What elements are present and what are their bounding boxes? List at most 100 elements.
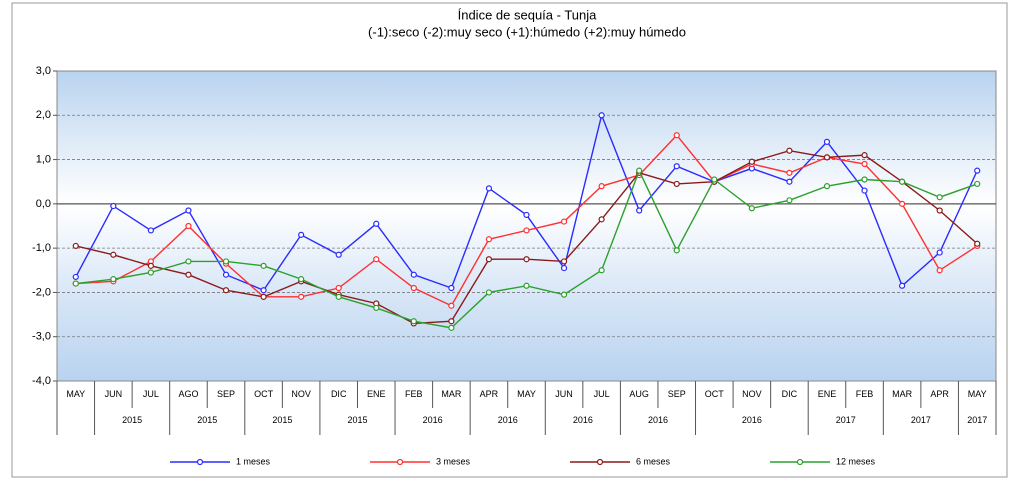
point — [448, 324, 455, 331]
point — [560, 291, 568, 298]
x-tick-label: ENE — [367, 389, 386, 399]
year-label: 2015 — [347, 415, 367, 425]
point — [410, 318, 417, 325]
point — [861, 152, 868, 159]
x-tick-label: SEP — [217, 389, 235, 399]
point — [974, 240, 981, 247]
point — [974, 167, 981, 174]
point — [598, 267, 605, 274]
plot-area — [56, 70, 997, 382]
x-tick-label: MAR — [441, 389, 462, 399]
point — [185, 271, 192, 278]
legend-marker — [796, 458, 804, 466]
point — [936, 249, 943, 256]
point — [673, 132, 680, 139]
point — [298, 276, 305, 283]
x-tick-label: APR — [930, 389, 949, 399]
point — [823, 154, 831, 161]
point — [298, 231, 305, 238]
x-tick-label: JUN — [105, 389, 123, 399]
x-tick-label: FEB — [405, 389, 423, 399]
point — [598, 216, 605, 223]
x-tick-label: AGO — [178, 389, 198, 399]
point — [861, 187, 868, 194]
x-tick-label: JUN — [555, 389, 573, 399]
year-label: 2015 — [197, 415, 217, 425]
point — [748, 205, 755, 212]
point — [222, 271, 230, 278]
point — [72, 273, 79, 281]
x-tick-label: OCT — [705, 389, 725, 399]
x-tick-label: JUL — [143, 389, 159, 399]
x-tick-label: SEP — [668, 389, 686, 399]
x-tick-label: APR — [480, 389, 499, 399]
point — [448, 302, 455, 309]
point — [110, 202, 117, 210]
point — [936, 207, 943, 214]
point — [448, 284, 455, 292]
point — [898, 282, 906, 289]
point — [485, 236, 493, 243]
legend-label: 1 meses — [236, 456, 271, 466]
x-tick-label: MAR — [892, 389, 913, 399]
point — [823, 138, 831, 145]
point — [147, 269, 154, 276]
frame — [11, 2, 1008, 478]
point — [786, 197, 793, 204]
point — [72, 280, 79, 287]
point — [335, 251, 342, 258]
point — [260, 293, 267, 300]
point — [373, 256, 380, 263]
point — [523, 227, 530, 234]
point — [711, 176, 718, 183]
point — [560, 218, 568, 225]
legend-marker — [596, 458, 604, 466]
point — [598, 112, 605, 119]
point — [898, 178, 906, 185]
year-label: 2016 — [498, 415, 518, 425]
y-tick-label: 2,0 — [36, 109, 51, 121]
point — [335, 293, 342, 300]
point — [861, 160, 868, 168]
point — [410, 271, 417, 278]
point — [147, 262, 154, 269]
point — [260, 287, 267, 294]
legend-label: 6 meses — [636, 456, 671, 466]
point — [373, 220, 380, 227]
x-tick-label: FEB — [856, 389, 874, 399]
legend-marker — [396, 458, 404, 466]
legend-label: 12 meses — [836, 456, 876, 466]
year-label: 2016 — [648, 415, 668, 425]
x-tick-label: OCT — [254, 389, 274, 399]
x-tick-label: JUL — [594, 389, 610, 399]
point — [560, 264, 568, 272]
point — [185, 258, 192, 265]
point — [110, 251, 117, 258]
point — [523, 211, 530, 219]
point — [448, 318, 455, 325]
year-label: 2017 — [967, 415, 987, 425]
legend-marker — [196, 458, 204, 466]
point — [410, 284, 417, 292]
point — [523, 256, 530, 263]
point — [185, 207, 192, 214]
x-tick-label: MAY — [968, 389, 987, 399]
point — [898, 200, 906, 207]
point — [523, 282, 530, 289]
y-tick-label: -1,0 — [32, 242, 51, 254]
point — [861, 176, 868, 183]
y-tick-label: 1,0 — [36, 153, 51, 165]
point — [298, 293, 305, 300]
point — [72, 242, 79, 250]
year-label: 2016 — [742, 415, 762, 425]
point — [222, 287, 230, 294]
x-tick-label: DIC — [331, 389, 347, 399]
y-tick-label: -4,0 — [32, 375, 51, 387]
point — [185, 222, 192, 230]
chart-title: Índice de sequía - Tunja — [458, 7, 598, 22]
point — [110, 276, 117, 283]
year-label: 2015 — [272, 415, 292, 425]
year-label: 2016 — [423, 415, 443, 425]
point — [974, 180, 981, 188]
point — [673, 180, 680, 188]
